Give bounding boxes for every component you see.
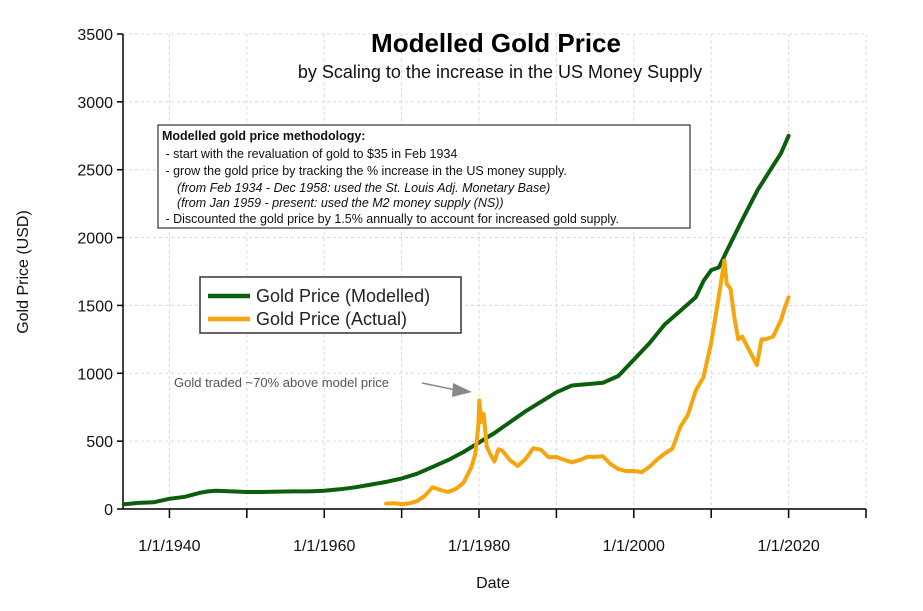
methodology-line-1: - start with the revaluation of gold to … [162,147,457,161]
y-tick-label: 1000 [77,366,113,383]
x-tick-label: 1/1/1960 [293,538,355,555]
annotation-arrow-line [421,382,457,391]
y-tick-label: 0 [104,502,113,519]
methodology-line-5: - Discounted the gold price by 1.5% annu… [162,212,619,226]
y-tick-label: 500 [86,434,113,451]
grid-lines [123,33,867,509]
chart-title: Modelled Gold Price [371,28,621,58]
y-axis-ticks: 0 500 1000 1500 2000 2500 3000 3500 [77,27,123,519]
series-line-modelled [121,133,791,507]
annotation-arrow-head [452,383,472,397]
y-tick-label: 2500 [77,163,113,180]
methodology-heading: Modelled gold price methodology: [162,129,365,143]
series-lines [121,133,791,507]
axes [122,34,866,510]
methodology-box-frame [157,124,691,229]
methodology-box: Modelled gold price methodology: - start… [157,124,691,229]
y-tick-label: 3500 [77,27,113,44]
y-tick-label: 2000 [77,231,113,248]
legend-label-actual: Gold Price (Actual) [256,309,407,329]
y-axis-label: Gold Price (USD) [15,210,32,334]
annotation: Gold traded ~70% above model price [174,375,472,397]
legend-frame [199,276,462,334]
legend: Gold Price (Modelled) Gold Price (Actual… [199,276,462,334]
x-tick-label: 1/1/2020 [757,538,819,555]
methodology-line-2: - grow the gold price by tracking the % … [162,164,567,178]
annotation-text: Gold traded ~70% above model price [174,375,389,390]
chart-subtitle: by Scaling to the increase in the US Mon… [298,62,702,82]
x-tick-label: 1/1/2000 [603,538,665,555]
y-tick-label: 3000 [77,95,113,112]
legend-label-modelled: Gold Price (Modelled) [256,286,430,306]
y-tick-label: 1500 [77,298,113,315]
x-axis-ticks: 1/1/1940 1/1/1960 1/1/1980 1/1/2000 1/1/2020 [138,509,867,555]
methodology-line-3: (from Feb 1934 - Dec 1958: used the St. … [177,181,550,195]
x-tick-label: 1/1/1940 [138,538,200,555]
series-line-actual [384,258,791,507]
x-axis-label: Date [476,575,510,592]
methodology-line-4: (from Jan 1959 - present: used the M2 mo… [177,196,504,210]
x-tick-label: 1/1/1980 [448,538,510,555]
